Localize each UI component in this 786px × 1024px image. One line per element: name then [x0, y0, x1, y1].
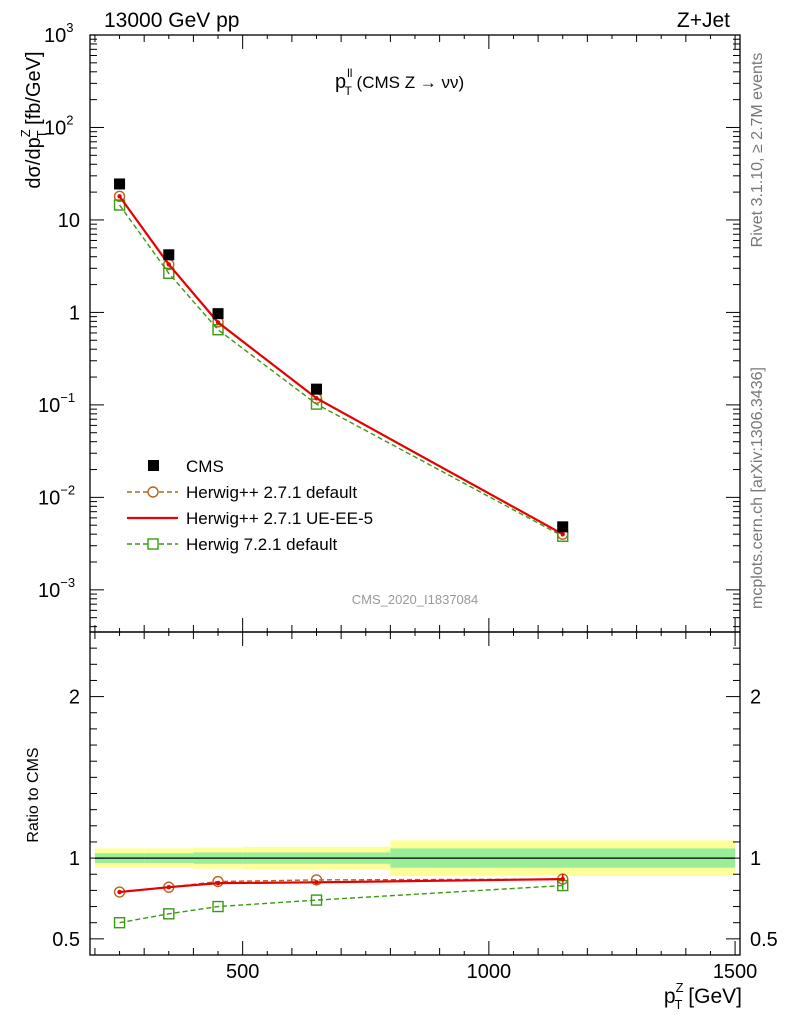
- cms-data-point: [212, 308, 224, 320]
- x-tick-label: 1000: [467, 961, 512, 983]
- legend: CMS Herwig++ 2.7.1 default Herwig++ 2.7.1 …: [127, 457, 373, 554]
- y-tick-label: 103: [44, 20, 73, 47]
- main-ylabel: dσ/dpZT [fb/GeV]: [18, 51, 49, 188]
- watermark: CMS_2020_I1837084: [352, 592, 479, 607]
- xlabel-sup: Z: [676, 980, 684, 995]
- legend-label-1: Herwig++ 2.7.1 default: [186, 483, 357, 502]
- y-tick-label: 102: [44, 112, 73, 139]
- herwig7-default-point: [212, 324, 224, 336]
- ratio-square-point: [212, 900, 224, 913]
- y-tick-base: 1: [69, 302, 80, 324]
- ratio-circle-point: [212, 875, 224, 888]
- title-rest: (CMS Z → νν): [352, 73, 464, 92]
- legend-label-2: Herwig++ 2.7.1 UE-EE-5: [186, 509, 373, 528]
- herwigpp-ueee5-point: [560, 531, 565, 537]
- ratio-xlabel: pZ T [GeV]: [664, 980, 742, 1012]
- main-marks: [113, 178, 569, 542]
- ratio-square-point: [163, 908, 175, 920]
- y-tick-label: 10−3: [38, 575, 75, 602]
- series-line-3: [118, 204, 564, 537]
- y-tick-exp: −2: [60, 482, 75, 497]
- y-tick-label: 10: [58, 210, 80, 232]
- y-tick-label: 10−2: [38, 482, 75, 509]
- ratio-panel: 0.5 0.5 1 1 2 2 500 1000 1500 Ratio to CMS pZ T […: [25, 631, 778, 1012]
- y-tick-exp: 2: [66, 112, 73, 127]
- herwigpp-ueee5-point: [215, 320, 221, 325]
- ratio-y-tick-label-left: 2: [69, 687, 80, 709]
- title-sub: T: [344, 84, 352, 98]
- ratio-y-tick-label-right: 2: [750, 687, 761, 709]
- herwigpp-default-point: [113, 190, 126, 203]
- herwigpp-ueee5-point: [314, 396, 319, 401]
- ratio-solid-point: [166, 884, 171, 890]
- ratio-axes: 0.5 0.5 1 1 2 2 500 1000 1500: [52, 632, 778, 983]
- ratio-circle-point: [310, 874, 323, 886]
- main-title: pll T (CMS Z → νν): [335, 66, 464, 98]
- cms-data-point: [311, 383, 323, 395]
- legend-square-marker: [147, 538, 159, 550]
- cms-data-point: [114, 178, 126, 190]
- cms-data-point: [557, 521, 569, 533]
- ratio-line-2: [119, 884, 563, 924]
- ylabel-b: [fb/GeV]: [23, 51, 45, 130]
- y-tick-exp: 3: [66, 20, 73, 35]
- energy-label: 13000 GeV pp: [104, 9, 239, 32]
- cms-data-point: [163, 249, 175, 261]
- ylabel-a: dσ/dp: [23, 137, 45, 188]
- ratio-y-tick-label-right: 1: [750, 848, 761, 870]
- herwigpp-ueee5-point: [117, 194, 122, 199]
- y-tick-base: 10: [44, 117, 66, 139]
- legend-label-0: CMS: [186, 457, 224, 476]
- y-tick-label: 10−1: [38, 390, 75, 417]
- y-tick-exp: −3: [60, 575, 75, 590]
- ratio-ylabel: Ratio to CMS: [25, 747, 42, 842]
- ratio-solid-point: [314, 880, 319, 885]
- y-tick-base: 10: [44, 25, 66, 47]
- source-label: mcplots.cern.ch [arXiv:1306.3436]: [749, 367, 766, 609]
- ylabel-sub: T: [34, 130, 49, 138]
- y-tick-base: 10: [38, 395, 60, 417]
- ratio-square-point: [113, 917, 126, 929]
- y-tick-exp: −1: [60, 390, 75, 405]
- herwig7-default-point: [163, 267, 175, 279]
- y-tick-label: 1: [69, 302, 80, 324]
- process-label: Z+Jet: [677, 9, 730, 32]
- herwigpp-ueee5-point: [166, 262, 171, 267]
- xlabel-sub: T: [675, 997, 683, 1012]
- ratio-marks: [94, 840, 736, 929]
- x-tick-label: 500: [226, 961, 259, 983]
- ratio-solid-point: [215, 880, 221, 886]
- legend-cms-marker: [148, 460, 159, 471]
- title-main: p: [335, 71, 346, 93]
- legend-circle-marker: [147, 486, 159, 498]
- ratio-panel-frame: [89, 631, 741, 956]
- rivet-label: Rivet 3.1.10, ≥ 2.7M events: [749, 53, 766, 248]
- legend-label-3: Herwig 7.2.1 default: [186, 535, 337, 554]
- ratio-solid-point: [117, 889, 122, 895]
- y-tick-base: 10: [58, 210, 80, 232]
- x-tick-label: 1500: [713, 961, 758, 983]
- ratio-y-tick-label-right: 0.5: [750, 929, 778, 951]
- y-tick-base: 10: [38, 580, 60, 602]
- xlabel-a: p: [664, 985, 676, 1008]
- title-sup: ll: [347, 66, 352, 80]
- ratio-y-tick-label-left: 0.5: [52, 929, 80, 951]
- ratio-y-tick-label-left: 1: [69, 848, 80, 870]
- y-tick-base: 10: [38, 487, 60, 509]
- ylabel-sup: Z: [18, 129, 33, 137]
- ratio-square-point: [310, 894, 323, 906]
- xlabel-b: [GeV]: [682, 985, 742, 1008]
